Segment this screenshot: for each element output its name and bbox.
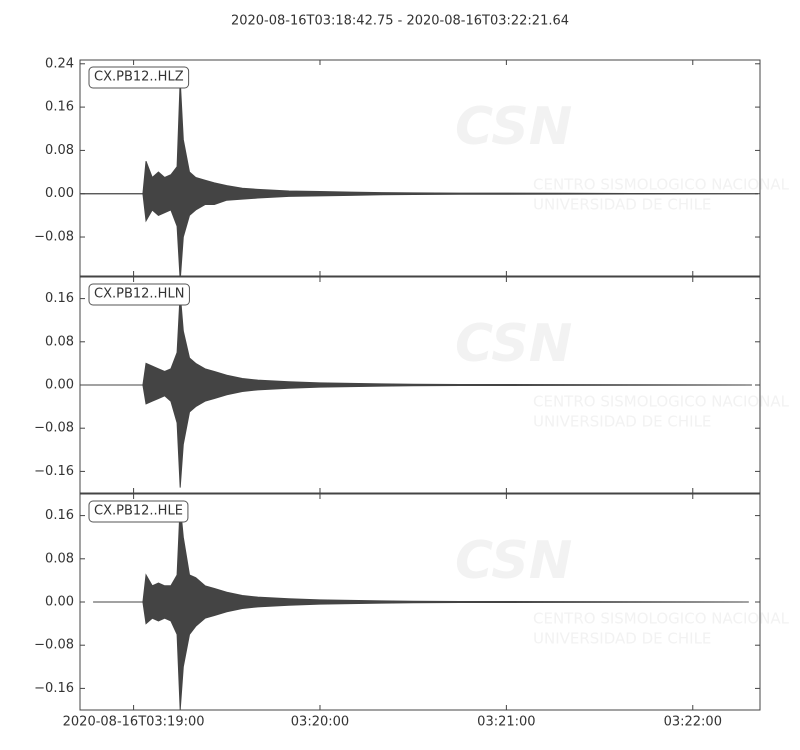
watermark-line: CENTRO SISMOLOGICO NACIONAL [533,393,790,411]
y-tick-label: −0.08 [34,421,74,436]
x-tick-label: 03:20:00 [291,715,349,730]
y-tick-label: −0.08 [34,230,74,245]
y-tick-label: 0.08 [45,143,74,158]
x-tick-label: 03:21:00 [477,715,535,730]
trace-label: CX.PB12..HLE [94,504,183,519]
trace [80,293,752,488]
trace-label-box [88,283,190,306]
y-tick-label: 0.00 [45,378,74,393]
watermark-line: CENTRO SISMOLOGICO NACIONAL [533,176,790,194]
x-tick-label: 2020-08-16T03:19:00 [63,715,205,730]
waveform-envelope [80,293,752,386]
trace [93,504,749,710]
trace-label: CX.PB12..HLZ [94,70,184,85]
watermark-line: CENTRO SISMOLOGICO NACIONAL [533,610,790,628]
trace-label-box [88,500,189,523]
y-tick-label: −0.16 [34,464,74,479]
watermark-logo: CSN [455,531,572,591]
watermark-logo: CSN [455,97,572,157]
waveform-envelope [93,601,749,710]
y-tick-label: 0.08 [45,334,74,349]
y-tick-label: −0.08 [34,638,74,653]
trace-label-box [88,66,190,89]
y-tick-label: 0.00 [45,595,74,610]
x-tick-label: 03:22:00 [664,715,722,730]
trace [80,80,759,276]
watermark-line: UNIVERSIDAD DE CHILE [533,630,711,648]
y-tick-label: 0.16 [45,291,74,306]
y-tick-label: 0.16 [45,100,74,115]
waveform-envelope [80,193,759,276]
y-tick-label: −0.16 [34,681,74,696]
waveform-envelope [80,384,752,488]
watermark-logo: CSN [455,314,572,374]
axes-frame [79,59,761,277]
y-tick-label: 0.16 [45,508,74,523]
trace-label: CX.PB12..HLN [94,287,184,302]
watermark-line: UNIVERSIDAD DE CHILE [533,413,711,431]
waveform-envelope [80,80,759,195]
y-tick-label: 0.24 [45,56,74,71]
chart-title: 2020-08-16T03:18:42.75 - 2020-08-16T03:2… [231,14,569,29]
y-tick-label: 0.00 [45,186,74,201]
watermark-line: UNIVERSIDAD DE CHILE [533,196,711,214]
y-tick-label: 0.08 [45,551,74,566]
waveform-envelope [93,504,749,603]
